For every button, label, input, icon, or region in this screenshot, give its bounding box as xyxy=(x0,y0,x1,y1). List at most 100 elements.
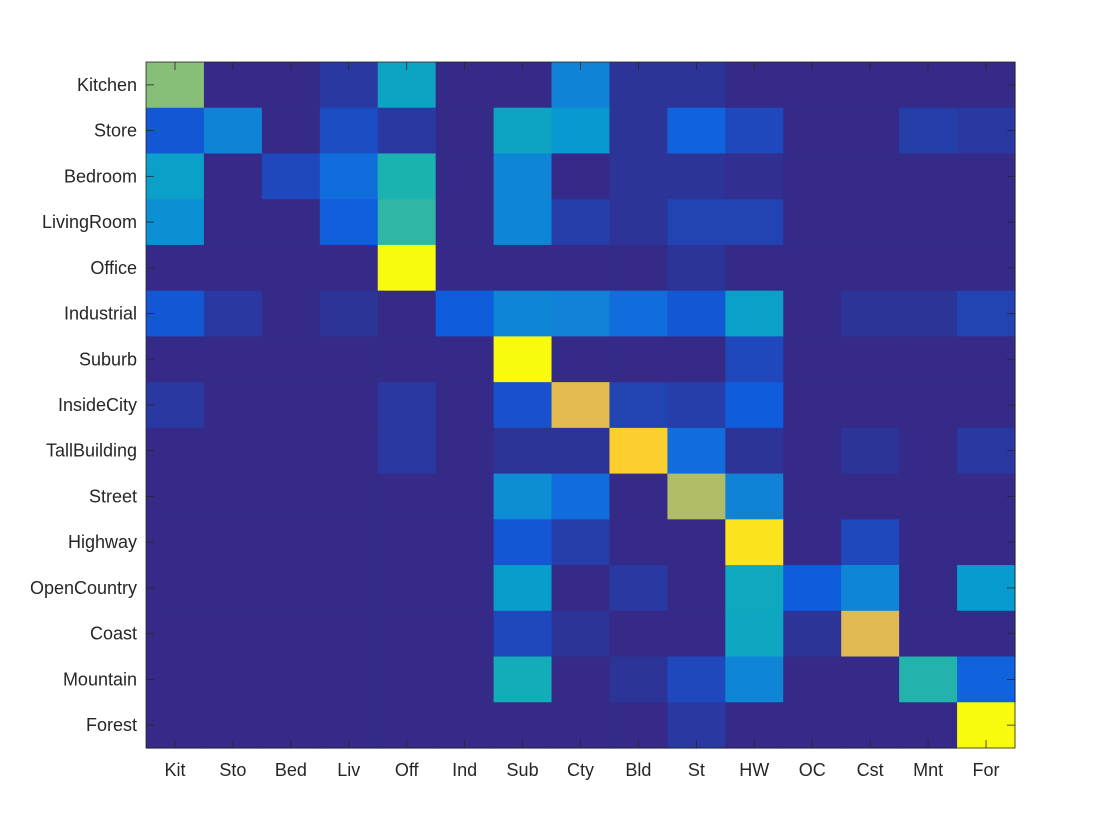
heatmap-cell-store-oc xyxy=(783,107,842,155)
heatmap-cell-suburb-bed xyxy=(261,336,321,383)
heatmap-cell-tallbuilding-mnt xyxy=(899,427,958,475)
heatmap-cell-store-cty xyxy=(551,107,611,155)
heatmap-cell-highway-hw xyxy=(725,519,784,566)
heatmap-cell-suburb-mnt xyxy=(899,336,958,383)
heatmap-cell-opencountry-for xyxy=(957,565,1016,612)
heatmap-cell-mountain-bld xyxy=(609,656,668,703)
heatmap-cell-office-mnt xyxy=(899,244,958,292)
heatmap-cell-street-off xyxy=(377,473,437,520)
heatmap-cell-livingroom-bed xyxy=(261,199,321,246)
heatmap-cell-tallbuilding-sto xyxy=(203,427,263,475)
heatmap-cell-office-sub xyxy=(493,244,553,292)
heatmap-cell-opencountry-liv xyxy=(319,565,379,612)
heatmap-cell-tallbuilding-sub xyxy=(493,427,553,475)
heatmap-cell-coast-ind xyxy=(435,610,495,658)
heatmap-cell-livingroom-st xyxy=(667,199,726,246)
heatmap-cell-highway-for xyxy=(957,519,1016,566)
heatmap-cell-coast-for xyxy=(957,610,1016,658)
heatmap-cell-store-liv xyxy=(319,107,379,155)
heatmap-cell-office-liv xyxy=(319,244,379,292)
heatmap-cell-suburb-oc xyxy=(783,336,842,383)
heatmap-cell-store-st xyxy=(667,107,726,155)
heatmap-cell-office-st xyxy=(667,244,726,292)
heatmap-cell-coast-hw xyxy=(725,610,784,658)
heatmap-cell-highway-oc xyxy=(783,519,842,566)
row-label-highway: Highway xyxy=(68,532,137,552)
heatmap-cell-opencountry-cst xyxy=(841,565,900,612)
column-label-kit: Kit xyxy=(164,760,185,780)
column-label-sto: Sto xyxy=(219,760,246,780)
heatmap-cell-tallbuilding-st xyxy=(667,427,726,475)
heatmap-cell-tallbuilding-bld xyxy=(609,427,668,475)
heatmap-cell-bedroom-hw xyxy=(725,153,784,200)
heatmap-cell-highway-st xyxy=(667,519,726,566)
heatmap-cell-highway-mnt xyxy=(899,519,958,566)
heatmap-cell-store-ind xyxy=(435,107,495,155)
heatmap-cell-suburb-off xyxy=(377,336,437,383)
heatmap-cell-street-bed xyxy=(261,473,321,520)
heatmap-cell-suburb-bld xyxy=(609,336,668,383)
row-label-industrial: Industrial xyxy=(64,304,137,324)
column-label-off: Off xyxy=(395,760,420,780)
heatmap-cell-office-cst xyxy=(841,244,900,292)
heatmap-cell-industrial-sub xyxy=(493,290,553,337)
heatmap-cell-bedroom-st xyxy=(667,153,726,200)
heatmap-cell-bedroom-cst xyxy=(841,153,900,200)
heatmap-cell-tallbuilding-bed xyxy=(261,427,321,475)
heatmap-cell-mountain-off xyxy=(377,656,437,703)
row-label-kitchen: Kitchen xyxy=(77,75,137,95)
heatmap-cell-mountain-ind xyxy=(435,656,495,703)
row-label-suburb: Suburb xyxy=(79,349,137,369)
heatmap-cell-insidecity-cst xyxy=(841,382,900,429)
heatmap-cell-bedroom-oc xyxy=(783,153,842,200)
heatmap-cell-highway-sub xyxy=(493,519,553,566)
heatmap-cell-mountain-cst xyxy=(841,656,900,703)
heatmap-cell-opencountry-cty xyxy=(551,565,611,612)
heatmap-cell-tallbuilding-liv xyxy=(319,427,379,475)
heatmap-cell-bedroom-mnt xyxy=(899,153,958,200)
heatmap-cell-mountain-bed xyxy=(261,656,321,703)
heatmap-cell-store-sub xyxy=(493,107,553,155)
heatmap-cell-street-bld xyxy=(609,473,668,520)
axes-frame xyxy=(145,61,1016,749)
row-label-mountain: Mountain xyxy=(63,669,137,689)
heatmap-cell-office-for xyxy=(957,244,1016,292)
heatmap-cell-store-off xyxy=(377,107,437,155)
heatmap-cell-store-mnt xyxy=(899,107,958,155)
heatmap-cell-industrial-cty xyxy=(551,290,611,337)
heatmap-cell-suburb-sub xyxy=(493,336,553,383)
heatmap-cell-coast-bld xyxy=(609,610,668,658)
heatmap-cells xyxy=(146,62,1016,749)
heatmap-cell-tallbuilding-cst xyxy=(841,427,900,475)
heatmap-cell-highway-liv xyxy=(319,519,379,566)
column-label-liv: Liv xyxy=(337,760,360,780)
heatmap-cell-opencountry-hw xyxy=(725,565,784,612)
heatmap-cell-highway-off xyxy=(377,519,437,566)
heatmap-cell-suburb-st xyxy=(667,336,726,383)
heatmap-cell-store-kit xyxy=(146,107,205,155)
heatmap-cell-street-sub xyxy=(493,473,553,520)
heatmap-cell-office-oc xyxy=(783,244,842,292)
heatmap-cell-store-sto xyxy=(203,107,263,155)
heatmap-cell-coast-off xyxy=(377,610,437,658)
heatmap-cell-street-sto xyxy=(203,473,263,520)
heatmap-cell-opencountry-ind xyxy=(435,565,495,612)
heatmap-cell-highway-kit xyxy=(146,519,205,566)
heatmap-cell-street-ind xyxy=(435,473,495,520)
heatmap-cell-mountain-sto xyxy=(203,656,263,703)
heatmap-cell-street-for xyxy=(957,473,1016,520)
heatmap-cell-mountain-for xyxy=(957,656,1016,703)
heatmap-cell-insidecity-bed xyxy=(261,382,321,429)
heatmap-cell-suburb-cst xyxy=(841,336,900,383)
heatmap-cell-mountain-cty xyxy=(551,656,611,703)
row-tick-labels: Kitchen Store Bedroom LivingRoom Office Indus… xyxy=(30,75,137,735)
column-label-bed: Bed xyxy=(275,760,307,780)
heatmap-cell-livingroom-sub xyxy=(493,199,553,246)
heatmap-cell-office-off xyxy=(377,244,437,292)
heatmap-cell-store-cst xyxy=(841,107,900,155)
heatmap-cell-highway-sto xyxy=(203,519,263,566)
heatmap-cell-street-mnt xyxy=(899,473,958,520)
row-label-store: Store xyxy=(94,121,137,141)
heatmap-cell-livingroom-liv xyxy=(319,199,379,246)
row-label-street: Street xyxy=(89,486,137,506)
